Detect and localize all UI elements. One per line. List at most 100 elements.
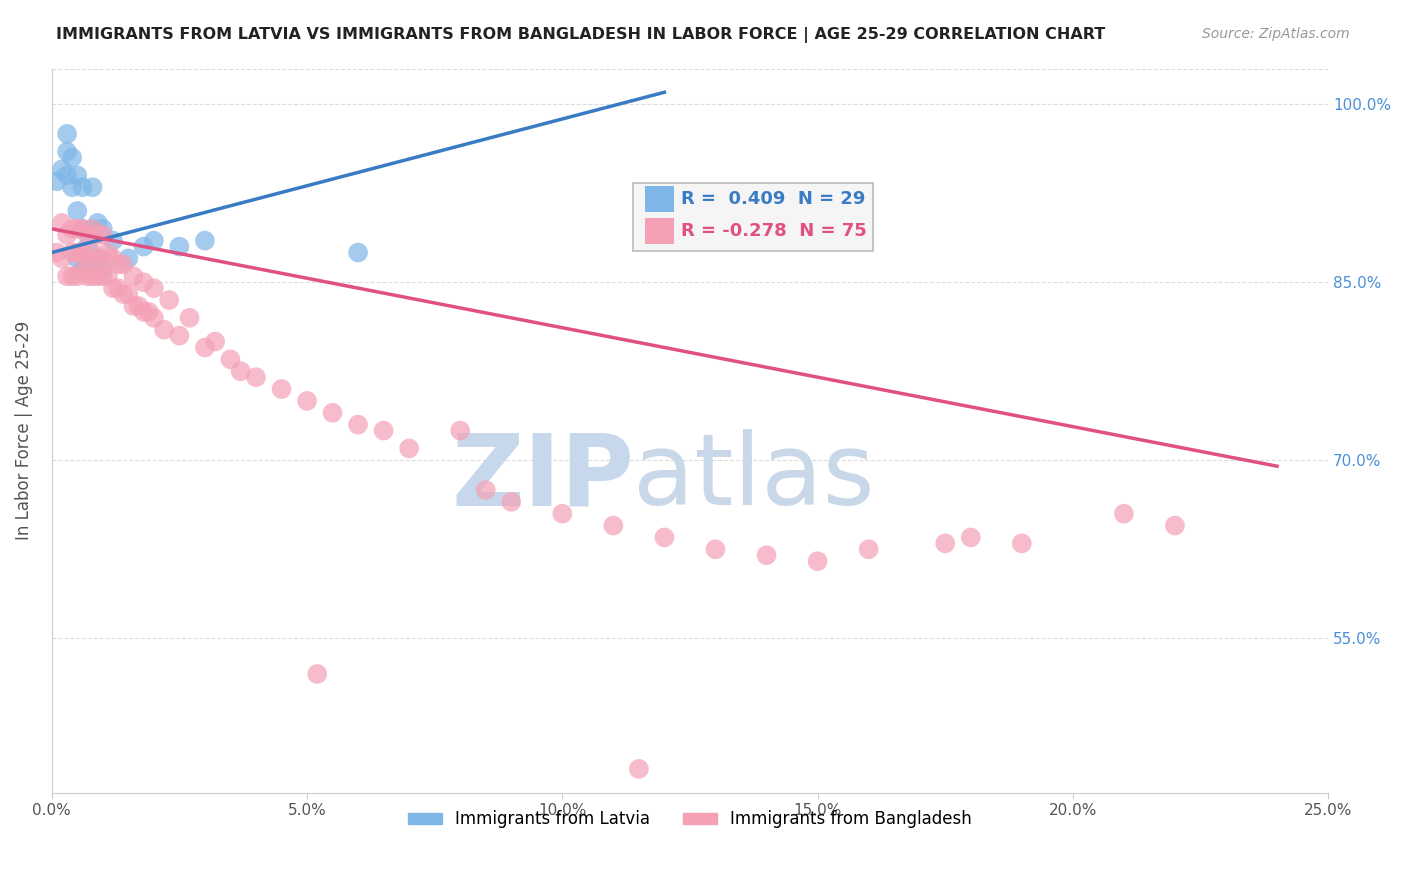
Y-axis label: In Labor Force | Age 25-29: In Labor Force | Age 25-29 [15,321,32,541]
Point [142,310,165,325]
Point [219,352,242,367]
Point [347,417,370,432]
Point [72,263,94,277]
Point [97,269,120,284]
Legend: Immigrants from Latvia, Immigrants from Bangladesh: Immigrants from Latvia, Immigrants from … [402,804,979,835]
Point [86,252,108,266]
Point [449,424,471,438]
Point [322,406,344,420]
Point [132,239,155,253]
Point [132,305,155,319]
Point [51,216,73,230]
Point [1164,518,1187,533]
Point [86,269,108,284]
Point [132,275,155,289]
Point [45,174,67,188]
Point [755,548,778,562]
Point [112,257,135,271]
Point [66,269,89,284]
Point [86,227,108,242]
Point [82,221,104,235]
Point [91,269,114,284]
Point [101,234,124,248]
Point [82,269,104,284]
Point [157,293,180,307]
Point [91,227,114,242]
Point [76,239,98,253]
Point [270,382,292,396]
Point [66,221,89,235]
Point [82,245,104,260]
Point [122,299,145,313]
Point [501,495,523,509]
Point [56,127,79,141]
Point [347,245,370,260]
Text: atlas: atlas [633,429,875,526]
Point [128,299,150,313]
Point [76,269,98,284]
Text: R =  0.409  N = 29: R = 0.409 N = 29 [681,190,866,208]
Point [474,483,496,497]
Point [72,221,94,235]
Point [153,323,176,337]
Point [107,281,129,295]
Point [82,221,104,235]
Point [60,245,83,260]
Point [60,151,83,165]
Point [704,542,727,557]
Point [91,263,114,277]
Point [91,221,114,235]
Point [72,245,94,260]
Point [398,442,420,456]
Point [51,252,73,266]
Point [56,227,79,242]
Point [60,180,83,194]
Point [107,257,129,271]
Point [76,252,98,266]
Point [654,192,676,206]
Point [101,252,124,266]
Point [60,221,83,235]
Point [66,169,89,183]
Point [959,530,981,544]
Point [66,252,89,266]
Point [169,328,191,343]
Point [142,281,165,295]
Point [97,245,120,260]
Text: R = -0.278  N = 75: R = -0.278 N = 75 [681,222,868,240]
Point [91,252,114,266]
Point [117,252,139,266]
Point [45,245,67,260]
Point [66,204,89,219]
Point [60,269,83,284]
Point [229,364,252,378]
Point [1011,536,1033,550]
Point [245,370,267,384]
Point [82,180,104,194]
Point [51,162,73,177]
Point [66,245,89,260]
Point [194,234,217,248]
Text: IMMIGRANTS FROM LATVIA VS IMMIGRANTS FROM BANGLADESH IN LABOR FORCE | AGE 25-29 : IMMIGRANTS FROM LATVIA VS IMMIGRANTS FRO… [56,27,1105,43]
Point [858,542,880,557]
Point [138,305,160,319]
Point [551,507,574,521]
Point [56,145,79,159]
Point [602,518,624,533]
Point [179,310,201,325]
Point [806,554,828,568]
Point [1112,507,1135,521]
Point [82,257,104,271]
Point [72,180,94,194]
Text: Source: ZipAtlas.com: Source: ZipAtlas.com [1202,27,1350,41]
Point [169,239,191,253]
Point [72,221,94,235]
Point [194,341,217,355]
Point [307,667,329,681]
Text: ZIP: ZIP [451,429,634,526]
Point [117,287,139,301]
Point [76,227,98,242]
Point [56,169,79,183]
Point [56,269,79,284]
Point [86,216,108,230]
